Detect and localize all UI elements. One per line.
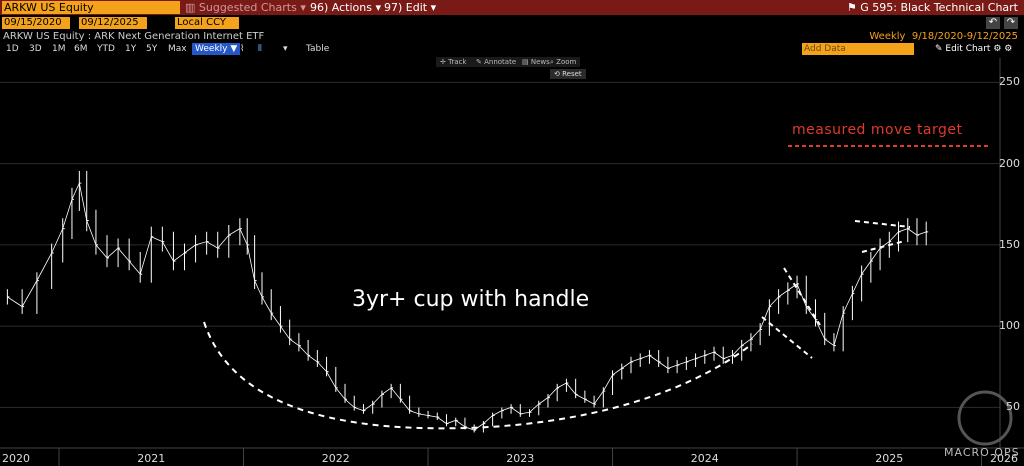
y-tick-label: 100: [999, 319, 1020, 333]
chart-icon: ▥: [185, 1, 199, 14]
pencil-icon: ✎: [935, 44, 946, 54]
undo-button[interactable]: ↶: [986, 17, 1000, 29]
timeframe-bar: 1D 3D 1M 6M YTD 1Y 5Y Max Weekly ▼ ⌇ ⫴ ▾…: [0, 43, 340, 55]
tf-5y[interactable]: 5Y: [146, 44, 158, 54]
y-tick-label: 250: [999, 75, 1020, 89]
suggested-charts-menu[interactable]: ▥ Suggested Charts ▾: [185, 1, 306, 14]
x-tick-label: 2021: [137, 452, 166, 465]
news-tool[interactable]: ▤ News: [522, 58, 550, 66]
gear-icon[interactable]: ⚙: [1004, 44, 1013, 54]
add-data-input[interactable]: Add Data: [802, 43, 914, 55]
reset-button[interactable]: ⟲ Reset: [550, 69, 586, 79]
settings-icon[interactable]: ⚙: [993, 44, 1002, 54]
start-date-field[interactable]: 09/15/2020: [2, 17, 70, 29]
tf-6m[interactable]: 6M: [74, 44, 88, 54]
target-annotation: measured move target: [792, 122, 963, 138]
top-menu-bar: [0, 0, 1024, 15]
currency-select[interactable]: Local CCY: [175, 17, 239, 29]
pennant-lower: [861, 240, 906, 253]
price-line: [7, 181, 927, 431]
style-dropdown-icon[interactable]: ▾: [283, 44, 288, 54]
tf-1y[interactable]: 1Y: [125, 44, 137, 54]
watermark-logo: [957, 390, 1013, 446]
redo-button[interactable]: ↷: [1004, 17, 1018, 29]
x-tick-label: 2023: [506, 452, 535, 465]
tf-1m[interactable]: 1M: [52, 44, 66, 54]
y-tick-label: 150: [999, 237, 1020, 251]
x-tick-label: 2024: [690, 452, 719, 465]
cup-arc: [203, 321, 753, 430]
tf-max[interactable]: Max: [168, 44, 187, 54]
cup-annotation: 3yr+ cup with handle: [352, 287, 590, 312]
x-tick-label: 2026: [990, 452, 1018, 465]
pennant-upper: [854, 220, 911, 228]
flag-icon: ⚑: [846, 1, 861, 14]
x-tick-label: 2022: [321, 452, 350, 465]
edit-menu[interactable]: 97) Edit ▾: [384, 1, 437, 14]
function-title: ⚑ G 595: Black Technical Chart: [846, 1, 1018, 14]
tf-ytd[interactable]: YTD: [97, 44, 115, 54]
period-range: Weekly 9/18/2020-9/12/2025: [869, 31, 1018, 42]
period-select[interactable]: Weekly ▼: [192, 43, 241, 55]
track-tool[interactable]: ✛ Track: [440, 58, 467, 66]
flag-line-upper: [783, 267, 821, 326]
line-style-icon[interactable]: ⌇: [240, 44, 245, 54]
edit-chart-button[interactable]: ✎ Edit Chart ⚙ ⚙: [935, 44, 1013, 54]
tf-3d[interactable]: 3D: [29, 44, 42, 54]
end-date-field[interactable]: 09/12/2025: [79, 17, 147, 29]
flag-line-lower: [761, 316, 813, 359]
y-tick-label: 200: [999, 156, 1020, 170]
annotate-tool[interactable]: ✎ Annotate: [476, 58, 517, 66]
x-tick-label: 2025: [875, 452, 904, 465]
watermark-text: MACRO OPS: [944, 446, 1020, 459]
actions-menu[interactable]: 96) Actions ▾: [310, 1, 382, 14]
y-tick-label: 50: [1006, 400, 1020, 414]
table-button[interactable]: Table: [306, 44, 330, 54]
x-tick-label: 2020: [2, 452, 30, 465]
chart-tools: ✛ Track ✎ Annotate ▤ News ⌕ Zoom: [436, 57, 580, 67]
bar-style-icon[interactable]: ⫴: [258, 44, 262, 54]
tf-1d[interactable]: 1D: [6, 44, 19, 54]
ticker-input[interactable]: ARKW US Equity: [2, 1, 180, 14]
security-description: ARKW US Equity : ARK Next Generation Int…: [3, 31, 265, 42]
zoom-tool[interactable]: ⌕ Zoom: [550, 58, 577, 66]
